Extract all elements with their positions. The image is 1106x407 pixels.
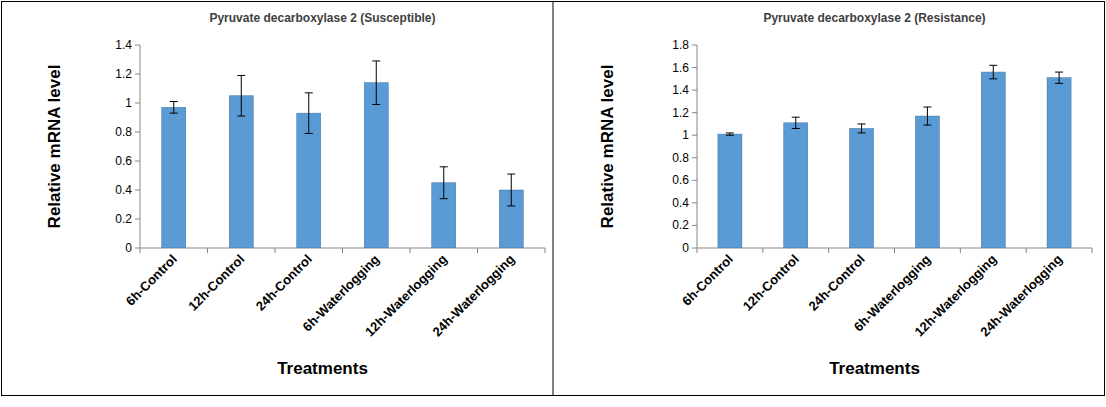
bars <box>718 65 1071 248</box>
x-tick <box>697 248 698 253</box>
y-tick <box>135 132 140 133</box>
x-tick <box>545 248 546 253</box>
x-tick <box>894 248 895 253</box>
x-tick <box>140 248 141 253</box>
y-tick <box>135 248 140 249</box>
error-bar <box>858 124 866 133</box>
bar <box>915 116 939 248</box>
error-bar <box>440 167 448 199</box>
y-tick-label: 0.8 <box>115 125 132 139</box>
x-tick <box>960 248 961 253</box>
y-tick-label: 0 <box>682 241 689 255</box>
y-tick-label: 1 <box>682 128 689 142</box>
y-tick-label: 0.6 <box>672 173 689 187</box>
frame <box>2 2 1105 396</box>
y-axis-title: Relative mRNA level <box>598 65 617 229</box>
x-tick <box>342 248 343 253</box>
y-tick-label: 1.8 <box>672 38 689 52</box>
y-tick <box>692 135 697 136</box>
x-tick <box>1092 248 1093 253</box>
y-tick-label: 1.6 <box>672 61 689 75</box>
y-tick <box>692 157 697 158</box>
y-tick-label: 0.2 <box>115 212 132 226</box>
x-tick <box>1026 248 1027 253</box>
x-tick-label: 24h-Waterlogging <box>977 251 1065 339</box>
x-axis-title: Treatments <box>277 359 368 378</box>
y-tick <box>692 225 697 226</box>
y-tick <box>135 103 140 104</box>
bar <box>784 123 808 248</box>
y-tick-label: 0.6 <box>115 154 132 168</box>
y-tick <box>692 112 697 113</box>
x-tick <box>477 248 478 253</box>
figure: Pyruvate decarboxylase 2 (Susceptible) 0 0… <box>0 0 1106 407</box>
y-tick <box>692 202 697 203</box>
bar <box>364 83 388 248</box>
error-bar <box>1055 72 1063 83</box>
x-tick <box>410 248 411 253</box>
y-tick-label: 1.2 <box>115 67 132 81</box>
chart-title: Pyruvate decarboxylase 2 (Susceptible) <box>209 11 435 25</box>
error-bar <box>726 133 734 135</box>
bar <box>229 96 253 248</box>
x-tick-label: 24h-Control <box>806 252 868 314</box>
y-tick-label: 1.4 <box>115 38 132 52</box>
chart-title: Pyruvate decarboxylase 2 (Resistance) <box>763 11 985 25</box>
x-tick-label: 6h-Control <box>123 252 180 309</box>
x-tick-label: 12h-Control <box>740 252 802 314</box>
x-tick-label: 6h-Control <box>679 252 736 309</box>
y-tick-label: 1 <box>125 96 132 110</box>
error-bar <box>989 65 997 79</box>
y-tick <box>135 161 140 162</box>
bar <box>981 72 1005 248</box>
error-bar <box>170 102 178 114</box>
error-bar <box>237 75 245 116</box>
bar <box>162 107 186 248</box>
y-tick <box>135 219 140 220</box>
x-tick <box>207 248 208 253</box>
y-tick <box>692 67 697 68</box>
error-bar <box>372 61 380 104</box>
y-tick <box>135 74 140 75</box>
y-tick <box>135 45 140 46</box>
y-tick <box>692 180 697 181</box>
bar <box>850 128 874 248</box>
x-tick-label: 24h-Control <box>253 252 315 314</box>
error-bar <box>923 107 931 125</box>
y-tick-label: 1.2 <box>672 106 689 120</box>
x-axis-title: Treatments <box>829 359 920 378</box>
y-tick-label: 0.4 <box>672 196 689 210</box>
error-bar <box>507 174 515 206</box>
bars <box>162 61 524 248</box>
divider <box>553 2 554 396</box>
x-tick <box>275 248 276 253</box>
bar <box>718 134 742 248</box>
chart-panel: Pyruvate decarboxylase 2 (Susceptible) 0 0… <box>45 11 545 378</box>
y-tick-label: 0.8 <box>672 151 689 165</box>
y-tick <box>692 45 697 46</box>
y-tick <box>692 248 697 249</box>
x-tick <box>762 248 763 253</box>
x-tick-label: 24h-Waterlogging <box>429 251 517 339</box>
y-tick-label: 1.4 <box>672 83 689 97</box>
y-tick <box>692 90 697 91</box>
bar <box>297 113 321 248</box>
y-axis <box>697 45 698 248</box>
y-axis <box>140 45 141 248</box>
x-tick-label: 12h-Control <box>185 252 247 314</box>
error-bar <box>305 93 313 134</box>
y-tick-label: 0 <box>125 241 132 255</box>
x-tick <box>828 248 829 253</box>
y-tick <box>135 190 140 191</box>
y-axis-title: Relative mRNA level <box>45 65 64 229</box>
y-tick-label: 0.4 <box>115 183 132 197</box>
bar <box>1047 78 1071 248</box>
error-bar <box>792 117 800 128</box>
y-tick-label: 0.2 <box>672 218 689 232</box>
chart-panel: Pyruvate decarboxylase 2 (Resistance) 0 0.… <box>598 11 1092 378</box>
